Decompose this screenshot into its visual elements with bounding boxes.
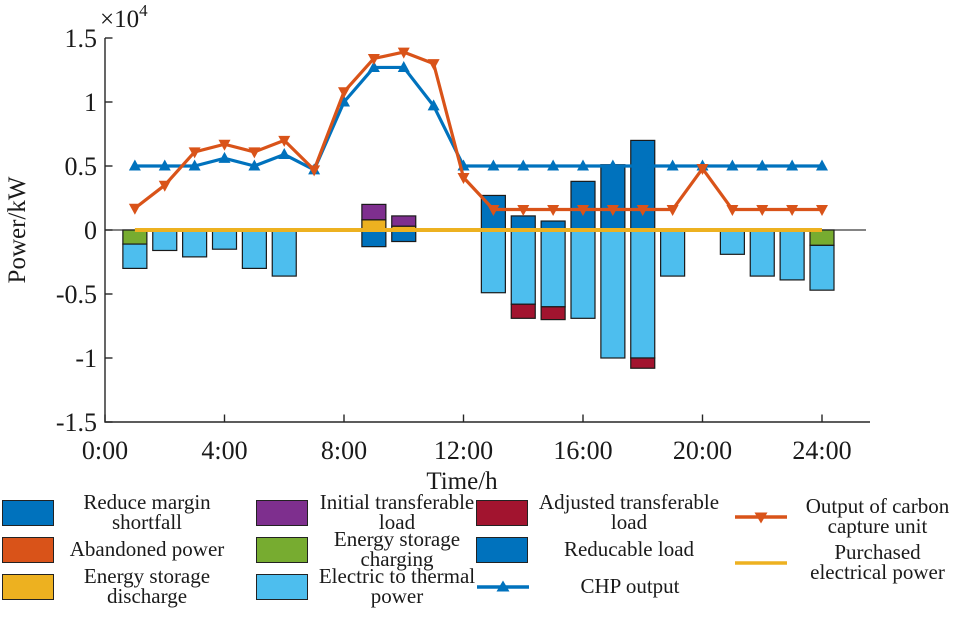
legend-label: Output of carbon capture unit bbox=[805, 494, 950, 538]
legend-label: Energy storage charging bbox=[333, 526, 461, 571]
legend: Reduce margin shortfall Abandoned power … bbox=[0, 489, 963, 637]
svg-text:0: 0 bbox=[84, 216, 97, 245]
svg-text:24:00: 24:00 bbox=[792, 436, 851, 465]
svg-text:1: 1 bbox=[84, 88, 97, 117]
energy-storage-charging-swatch-icon bbox=[256, 536, 308, 563]
legend-label: Initial transferable load bbox=[319, 489, 475, 534]
svg-text:1.5: 1.5 bbox=[65, 24, 98, 53]
legend-label: Reducable load bbox=[563, 536, 695, 561]
legend-item-chp-output: CHP output bbox=[476, 568, 724, 605]
y-axis-label: Power/kW bbox=[4, 176, 31, 283]
legend-label: Electric to thermal power bbox=[318, 563, 476, 608]
legend-item-reducable-load: Reducable load bbox=[476, 531, 724, 568]
svg-text:-0.5: -0.5 bbox=[56, 280, 97, 309]
legend-column-3: Adjusted transferable load Reducable loa… bbox=[476, 489, 724, 605]
adjusted-transferable-load-swatch-icon bbox=[476, 499, 528, 526]
legend-item-electric-to-thermal-power: Electric to thermal power bbox=[256, 563, 480, 608]
svg-text:20:00: 20:00 bbox=[673, 436, 732, 465]
energy-storage-discharge-swatch-icon bbox=[2, 573, 54, 600]
carbon-capture-line-icon bbox=[735, 512, 787, 524]
legend-item-abandoned-power: Abandoned power bbox=[2, 531, 234, 568]
reduce-margin-shortfall-swatch-icon bbox=[2, 499, 54, 526]
legend-item-energy-storage-discharge: Energy storage discharge bbox=[2, 563, 234, 608]
legend-item-purchased-electrical-power: Purchased electrical power bbox=[734, 540, 961, 586]
legend-label: Adjusted transferable load bbox=[538, 489, 720, 534]
abandoned-power-swatch-icon bbox=[2, 536, 54, 563]
legend-item-reduce-margin-shortfall: Reduce margin shortfall bbox=[2, 489, 234, 534]
electric-to-thermal-power-swatch-icon bbox=[256, 573, 308, 600]
legend-label: Abandoned power bbox=[69, 536, 225, 561]
legend-label: Purchased electrical power bbox=[810, 540, 945, 584]
legend-item-initial-transferable-load: Initial transferable load bbox=[256, 489, 480, 534]
initial-transferable-load-swatch-icon bbox=[256, 499, 308, 526]
legend-label: Energy storage discharge bbox=[83, 563, 211, 608]
svg-text:-1: -1 bbox=[75, 344, 97, 373]
legend-item-adjusted-transferable-load: Adjusted transferable load bbox=[476, 489, 724, 534]
legend-label: Reduce margin shortfall bbox=[83, 489, 211, 534]
svg-text:16:00: 16:00 bbox=[553, 436, 612, 465]
svg-text:0:00: 0:00 bbox=[82, 436, 128, 465]
svg-text:12:00: 12:00 bbox=[434, 436, 493, 465]
x-axis-label: Time/h bbox=[426, 468, 498, 495]
legend-column-1: Reduce margin shortfall Abandoned power … bbox=[2, 489, 234, 608]
legend-label: CHP output bbox=[580, 573, 680, 598]
svg-text:8:00: 8:00 bbox=[321, 436, 367, 465]
svg-text:0.5: 0.5 bbox=[65, 152, 98, 181]
svg-text:-1.5: -1.5 bbox=[56, 408, 97, 437]
legend-column-4: Output of carbon capture unit Purchased … bbox=[734, 494, 961, 586]
axis-exponent-label: ×104 bbox=[100, 1, 148, 33]
reducable-load-swatch-icon bbox=[476, 536, 528, 563]
legend-column-2: Initial transferable load Energy storage… bbox=[256, 489, 480, 608]
purchased-power-line-icon bbox=[735, 561, 787, 565]
legend-item-carbon-capture-output: Output of carbon capture unit bbox=[734, 494, 961, 540]
chart-canvas: 1.5 1 0.5 0 -0.5 -1 -1.50:00 4:00 8:00 12:00 16:00… bbox=[4, 1, 870, 495]
legend-item-energy-storage-charging: Energy storage charging bbox=[256, 526, 480, 571]
chp-output-line-icon bbox=[477, 580, 529, 591]
svg-text:4:00: 4:00 bbox=[201, 436, 247, 465]
